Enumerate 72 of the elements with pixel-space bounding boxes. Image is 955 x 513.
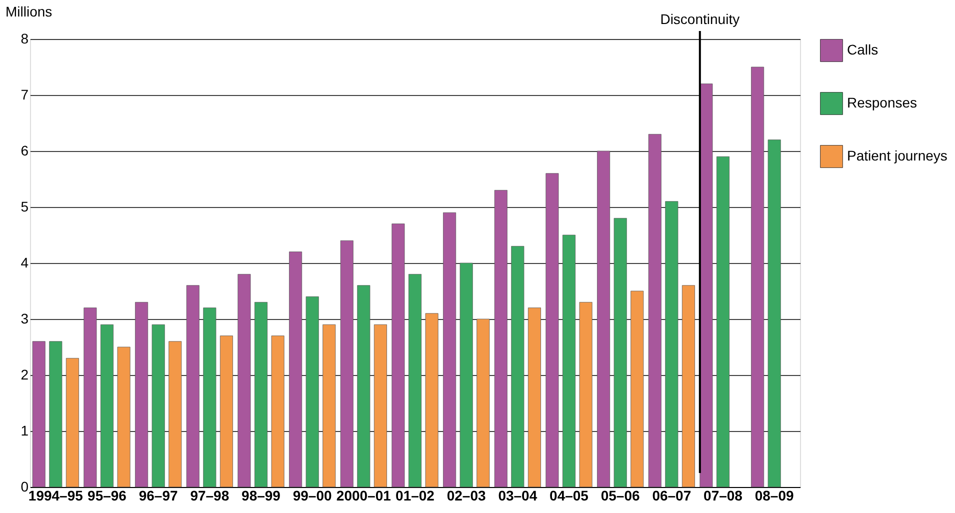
y-axis-title: Millions [6, 4, 52, 20]
legend-label: Calls [847, 42, 878, 58]
bar [443, 212, 456, 488]
bar [84, 308, 97, 488]
y-tick-label: 3 [20, 310, 29, 326]
bar [392, 224, 405, 488]
x-tick-label: 95–96 [88, 488, 127, 504]
bar [751, 66, 764, 488]
bar [630, 290, 644, 488]
bar [374, 324, 387, 488]
bar [152, 324, 165, 488]
x-tick-label: 03–04 [498, 488, 538, 504]
x-tick-label: 05–06 [600, 488, 640, 504]
bar [289, 252, 302, 488]
bar [511, 246, 524, 488]
bar [135, 302, 148, 488]
bar [168, 341, 182, 488]
bar [357, 285, 370, 488]
x-tick-label: 07–08 [704, 488, 743, 504]
bar [322, 324, 336, 488]
x-tick-label: 99–00 [292, 488, 332, 504]
bar [408, 274, 422, 488]
x-tick-label: 97–98 [190, 488, 230, 504]
bar [306, 296, 319, 488]
x-tick-label: 98–99 [242, 488, 281, 504]
bar [254, 302, 268, 488]
x-tick-label: 06–07 [652, 488, 692, 504]
y-tick-label: 1 [20, 422, 29, 438]
x-tick-label: 08–09 [754, 488, 794, 504]
y-tick-label: 5 [20, 198, 29, 214]
x-tick-label: 04–05 [550, 488, 589, 504]
y-tick-label: 0 [20, 478, 29, 494]
bar [32, 341, 46, 488]
bar [528, 308, 541, 488]
y-tick-label: 2 [20, 366, 29, 382]
bar [614, 218, 627, 488]
bar [425, 313, 438, 488]
bar [186, 285, 200, 488]
bar [648, 134, 662, 488]
bar [494, 190, 508, 488]
bar [579, 302, 592, 488]
bar [562, 234, 576, 488]
y-tick-label: 4 [20, 254, 29, 270]
y-tick-label: 6 [20, 142, 29, 158]
bar [100, 324, 114, 488]
bar [340, 240, 354, 488]
y-tick-label: 8 [20, 30, 29, 46]
bar [238, 274, 251, 488]
legend-label: Patient journeys [847, 148, 948, 164]
bar [546, 173, 559, 488]
bar [476, 318, 490, 488]
bar [49, 341, 62, 488]
bar [460, 262, 473, 488]
bar [220, 336, 233, 488]
bar [665, 201, 678, 488]
x-tick-label: 96–97 [138, 488, 178, 504]
x-tick-label: 01–02 [396, 488, 435, 504]
ref-line-label: Discontinuity [660, 11, 740, 27]
legend-label: Responses [847, 94, 918, 110]
bar [117, 346, 130, 488]
bar [700, 84, 713, 488]
bar [768, 140, 781, 488]
bar [682, 285, 695, 488]
bar [271, 336, 284, 488]
bar [597, 150, 610, 488]
bar [66, 358, 79, 488]
y-tick-label: 7 [20, 86, 29, 102]
x-tick-label: 1994–95 [28, 488, 84, 504]
bar [716, 156, 730, 488]
x-tick-label: 2000–01 [336, 488, 392, 504]
x-tick-label: 02–03 [446, 488, 486, 504]
bar [203, 308, 216, 488]
